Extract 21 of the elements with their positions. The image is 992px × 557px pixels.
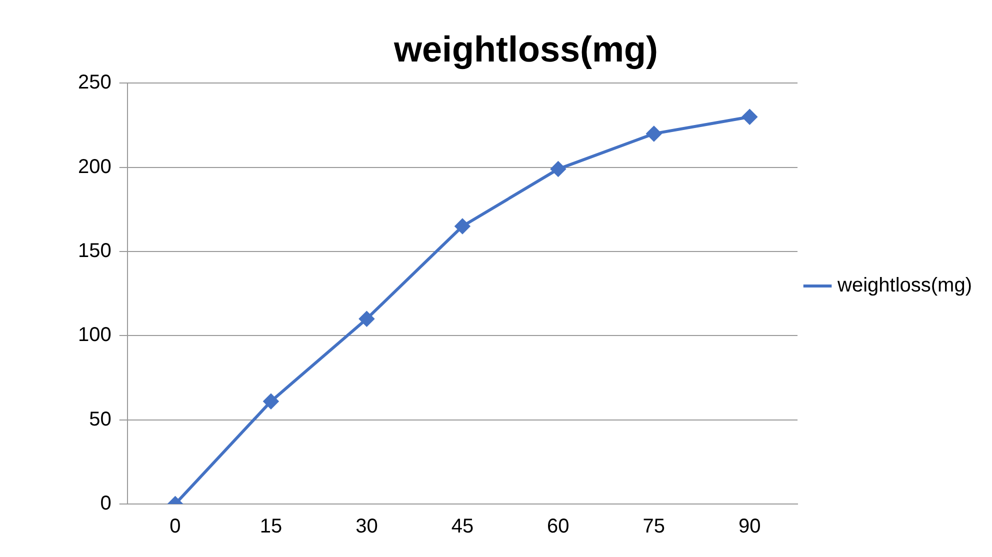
y-tick-label: 200 bbox=[78, 156, 112, 178]
point bbox=[454, 218, 470, 234]
x-tick-label: 0 bbox=[170, 516, 181, 538]
x-tick-label: 45 bbox=[451, 516, 474, 538]
legend-label: weightloss(mg) bbox=[836, 274, 972, 297]
y-tick-label: 100 bbox=[78, 324, 112, 346]
x-tick-label: 75 bbox=[642, 516, 666, 538]
y-tick-label: 250 bbox=[78, 72, 112, 94]
x-tick-label: 90 bbox=[738, 516, 761, 538]
chart-title: weightloss(mg) bbox=[392, 28, 658, 70]
point bbox=[263, 394, 278, 409]
point bbox=[359, 311, 374, 326]
point bbox=[742, 109, 758, 124]
point bbox=[550, 162, 566, 177]
x-tick-label: 60 bbox=[547, 516, 570, 538]
y-tick-label: 0 bbox=[100, 492, 112, 515]
point bbox=[646, 126, 662, 142]
y-tick-label: 50 bbox=[89, 408, 112, 430]
x-tick-label: 30 bbox=[356, 516, 378, 538]
x-tick-label: 15 bbox=[260, 516, 282, 538]
y-tick-label: 150 bbox=[78, 240, 112, 262]
